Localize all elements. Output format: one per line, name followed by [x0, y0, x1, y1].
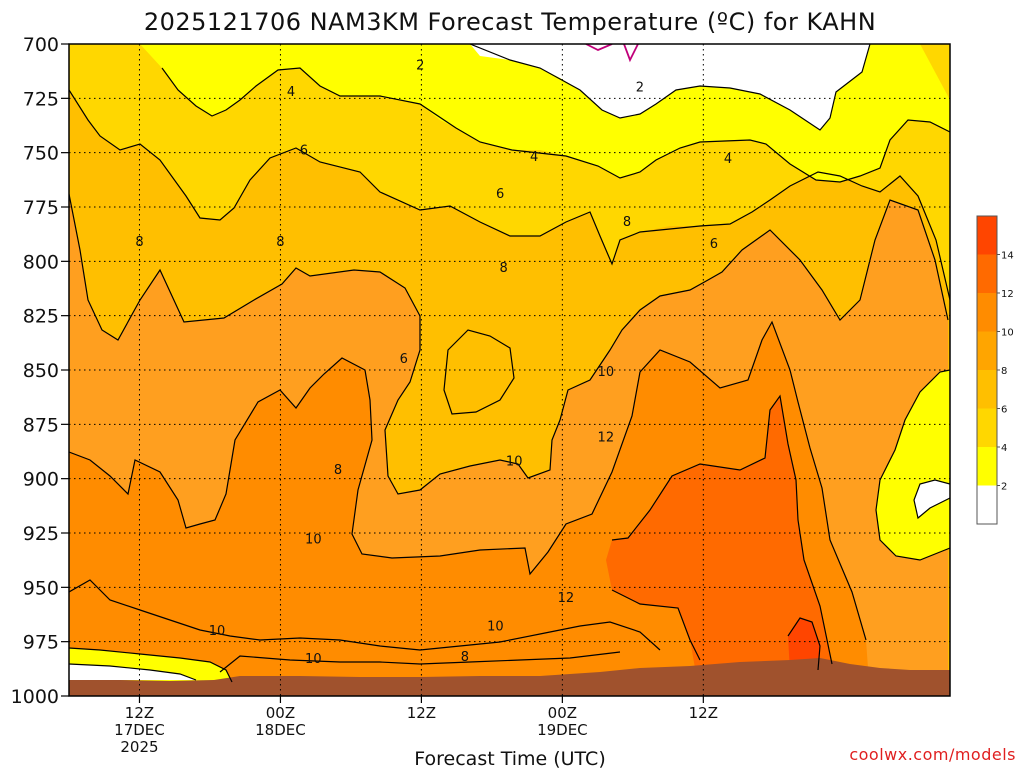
- x-tick-label: 12Z: [407, 704, 436, 722]
- colorbar-swatch: [977, 293, 997, 332]
- y-tick-label: 850: [23, 360, 59, 382]
- y-tick-label: 825: [23, 306, 59, 328]
- band-6-8-pocket: [444, 330, 514, 414]
- contour-label: 10: [598, 365, 615, 380]
- x-tick-label: 00Z: [266, 704, 295, 722]
- contour-label: 4: [287, 85, 295, 100]
- contour-label: 6: [300, 143, 308, 158]
- contour-label: 10: [305, 652, 322, 667]
- x-tick-label: 12Z: [125, 704, 154, 722]
- y-tick-label: 725: [23, 88, 59, 110]
- contour-label: 8: [334, 463, 342, 478]
- x-tick-label: 00Z: [548, 704, 577, 722]
- band-12-14: [606, 396, 832, 696]
- colorbar-tick-label: 14: [1001, 251, 1014, 262]
- band-bottom-left-white: [69, 664, 196, 680]
- terrain: [69, 658, 950, 696]
- x-tick-label: 12Z: [689, 704, 718, 722]
- y-tick-label: 925: [23, 523, 59, 545]
- freezing-contour: [585, 44, 639, 63]
- colorbar-tick-label: 12: [1001, 289, 1014, 300]
- contour-label: 12: [598, 430, 615, 445]
- y-tick-label: 975: [23, 632, 59, 654]
- contour-label: 4: [724, 152, 732, 167]
- band-right-2-4: [876, 370, 950, 560]
- contour-label: 8: [276, 235, 284, 250]
- contour-label: 10: [506, 454, 523, 469]
- contour-label: 8: [461, 650, 469, 665]
- band-right-below-2: [914, 480, 950, 518]
- contour-label: 8: [499, 261, 507, 276]
- colorbar-swatch: [977, 408, 997, 447]
- x-tick-label: 19DEC: [537, 721, 588, 739]
- contour-label: 6: [400, 352, 408, 367]
- y-tick-label: 775: [23, 197, 59, 219]
- colorbar-swatch: [977, 254, 997, 293]
- y-tick-label: 1000: [11, 686, 59, 708]
- y-tick-label: 800: [23, 251, 59, 273]
- contour-label: 4: [530, 150, 538, 165]
- x-tick-label: 2025: [120, 738, 158, 756]
- contour-label: 2: [416, 59, 424, 74]
- x-axis-title: Forecast Time (UTC): [414, 748, 605, 768]
- contour-label: 6: [496, 187, 504, 202]
- colorbar-tick-label: 6: [1001, 405, 1007, 416]
- band-14-plus: [788, 618, 820, 672]
- colorbar: 2 4 6 8 10 12 14: [976, 215, 1014, 525]
- colorbar-tick-label: 4: [1001, 443, 1007, 454]
- colorbar-tick-label: 8: [1001, 366, 1007, 377]
- contour-label: 10: [209, 624, 226, 639]
- contour-lines: [69, 44, 950, 683]
- contour-label: 2: [636, 80, 644, 95]
- contour-labels: 2 2 4 4 4 6 6 6 8 8 8 8 6 8 8 10 10 10 10 10 10 12 12: [135, 59, 732, 667]
- colorbar-swatch: [977, 370, 997, 409]
- y-axis: 700 725 750 775 800 825 850 875 900 925 950 975 1000: [11, 34, 69, 708]
- x-tick-label: 17DEC: [114, 721, 165, 739]
- y-tick-label: 700: [23, 34, 59, 56]
- colorbar-swatch: [977, 216, 997, 255]
- chart-title: 2025121706 NAM3KM Forecast Temperature (…: [144, 8, 876, 36]
- credit-text: coolwx.com/models: [849, 745, 1016, 764]
- colorbar-swatch: [977, 447, 997, 486]
- y-tick-label: 875: [23, 414, 59, 436]
- band-below-2: [470, 44, 870, 130]
- y-tick-label: 750: [23, 143, 59, 165]
- colorbar-tick-label: 2: [1001, 482, 1007, 493]
- contour-label: 8: [135, 235, 143, 250]
- contour-label: 12: [558, 591, 575, 606]
- y-tick-label: 900: [23, 469, 59, 491]
- colorbar-swatch: [977, 331, 997, 370]
- x-tick-label: 18DEC: [255, 721, 306, 739]
- y-tick-label: 950: [23, 577, 59, 599]
- contour-label: 10: [487, 619, 504, 634]
- colorbar-tick-label: 10: [1001, 328, 1014, 339]
- contour-label: 10: [305, 533, 322, 548]
- plot-area: 2 2 4 4 4 6 6 6 8 8 8 8 6 8 8 10 10 10 10 10 10 12 12: [69, 44, 950, 696]
- contour-label: 6: [710, 237, 718, 252]
- contour-label: 8: [623, 215, 631, 230]
- colorbar-swatch: [977, 485, 997, 524]
- grid: [69, 44, 950, 696]
